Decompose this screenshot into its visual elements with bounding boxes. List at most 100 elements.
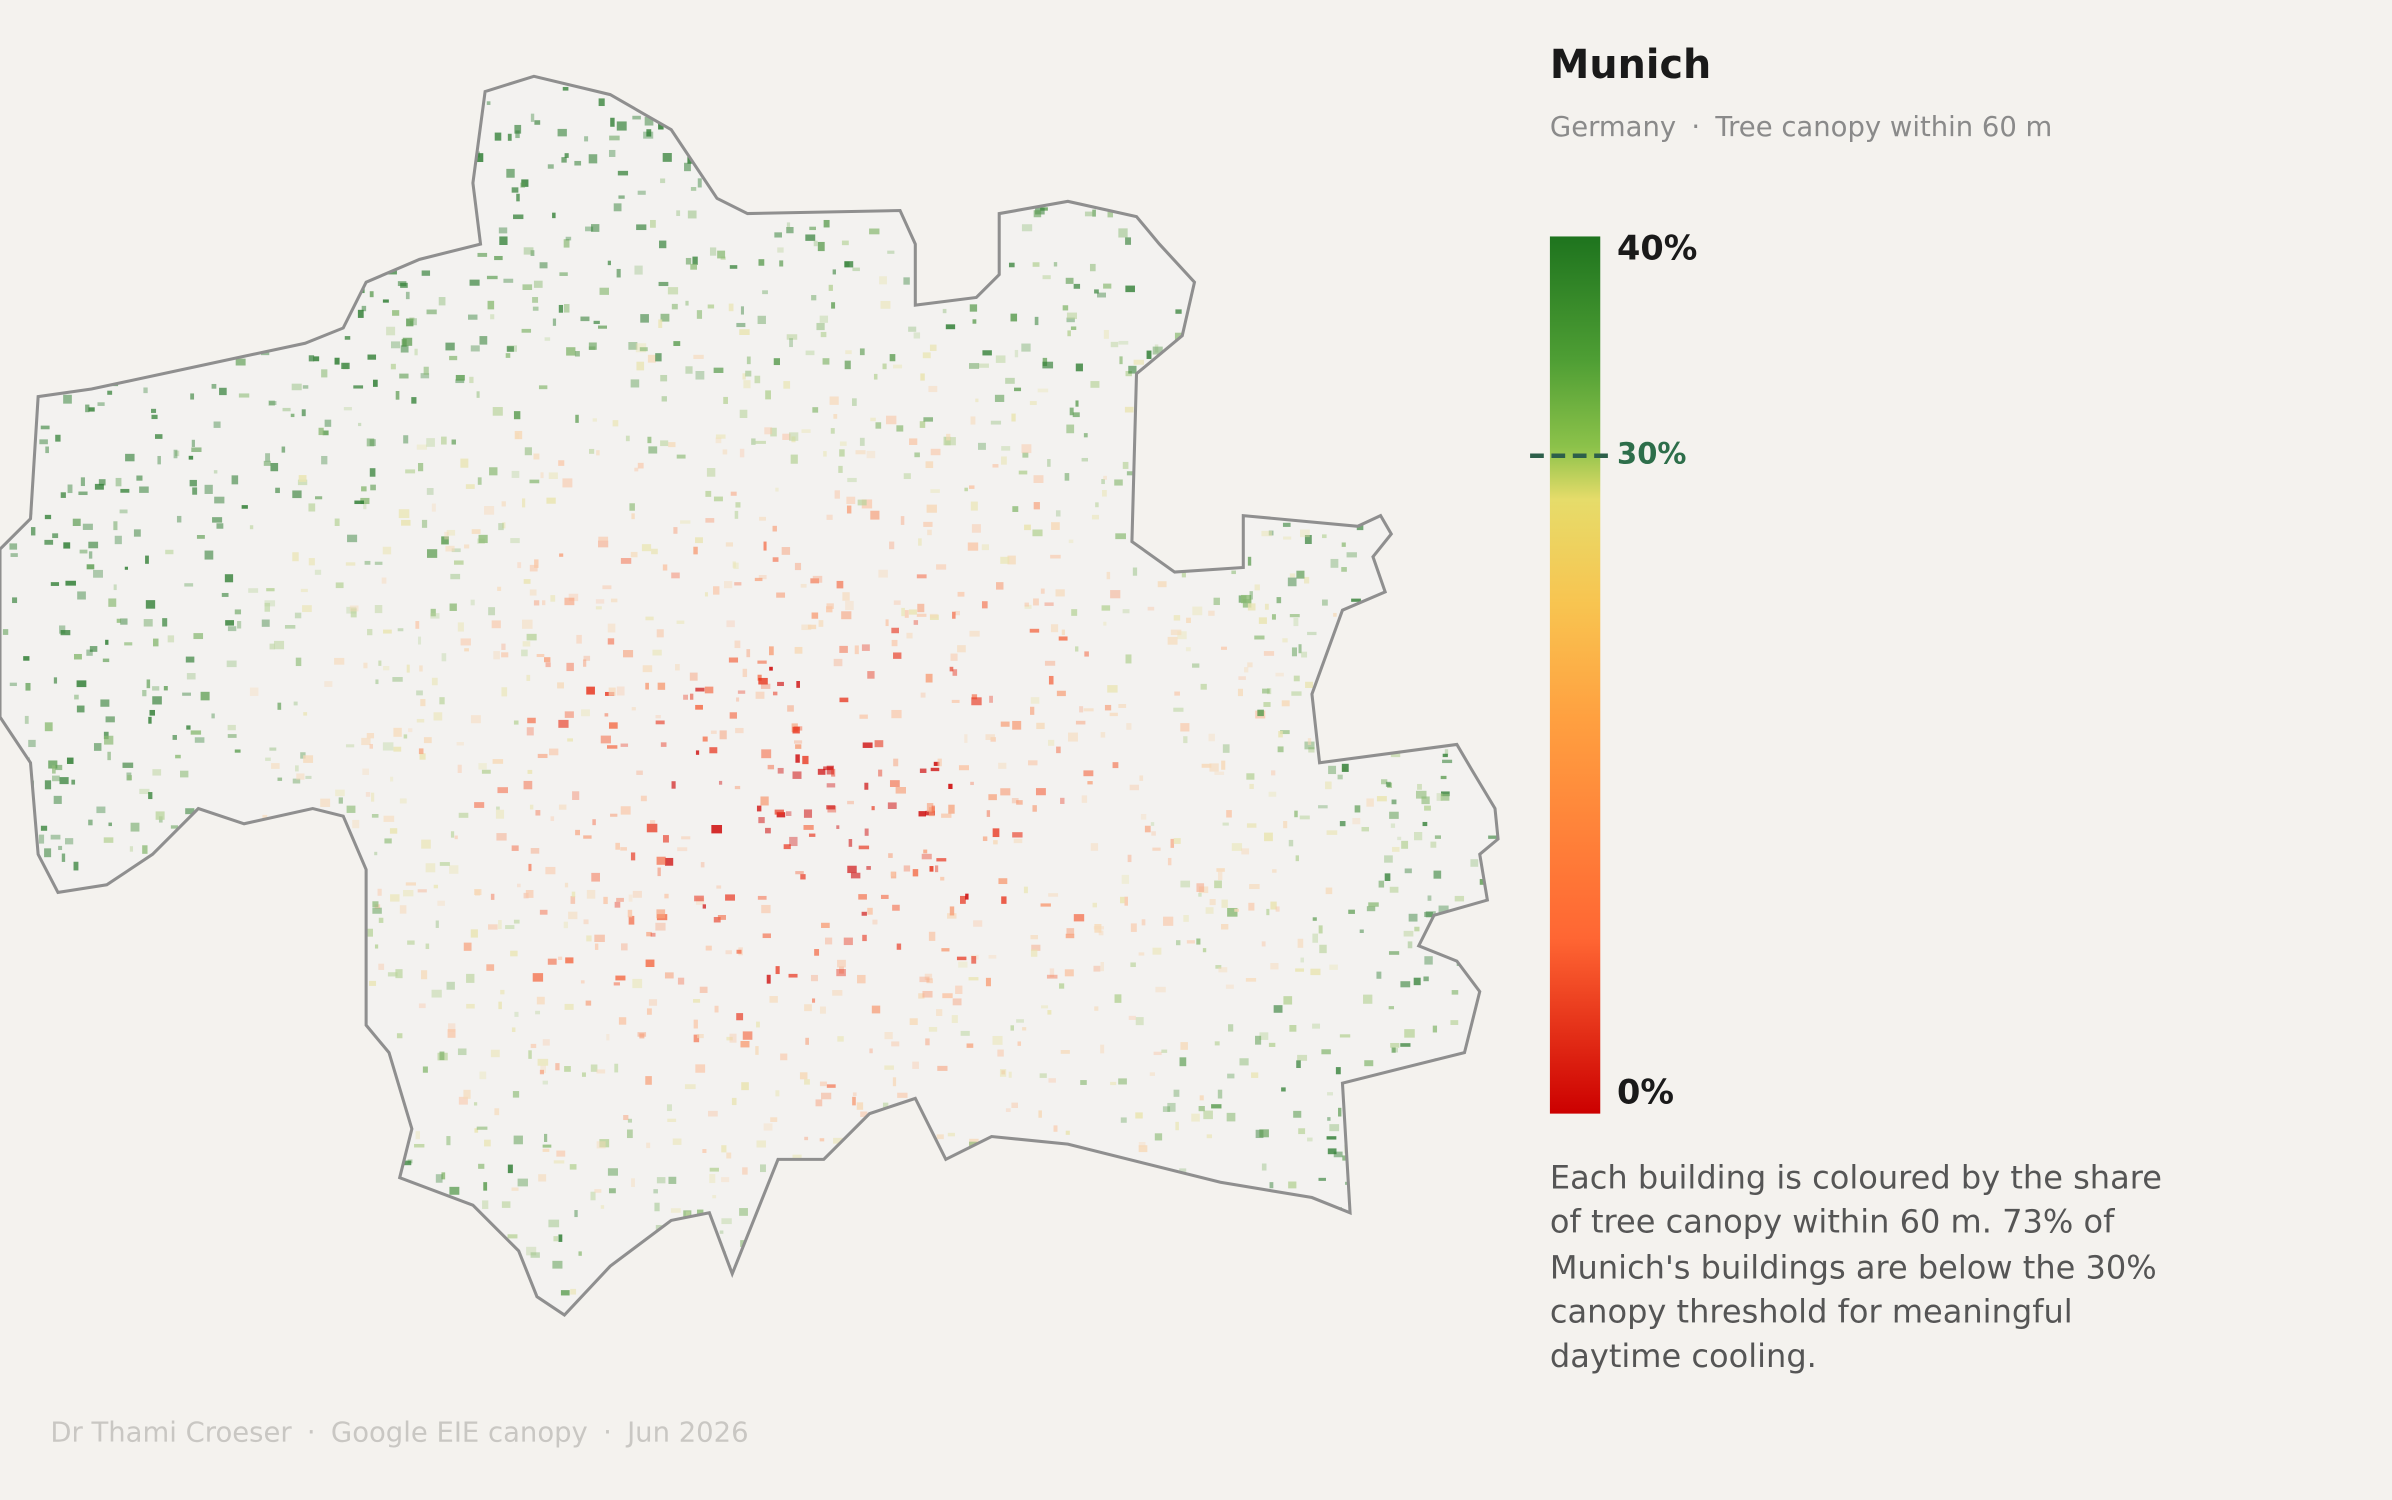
building-texture — [308, 558, 315, 566]
building-texture — [1065, 1130, 1070, 1135]
building-texture — [1066, 317, 1075, 323]
building-texture — [843, 937, 853, 946]
building-texture — [1007, 555, 1016, 565]
building-texture — [1032, 262, 1040, 267]
building-texture — [729, 265, 738, 269]
building-texture — [1016, 800, 1023, 805]
building-texture — [151, 408, 157, 413]
building-texture — [446, 981, 455, 990]
building-texture — [574, 160, 582, 166]
building-texture — [721, 1177, 730, 1183]
building-texture — [742, 668, 748, 678]
building-texture — [964, 734, 968, 743]
building-texture — [986, 810, 991, 817]
building-texture — [958, 961, 968, 968]
building-texture — [728, 657, 739, 663]
building-texture — [641, 544, 652, 552]
building-texture — [1364, 1060, 1374, 1067]
building-texture — [184, 583, 194, 587]
building-texture — [523, 247, 534, 255]
building-texture — [807, 624, 817, 630]
building-texture — [366, 733, 375, 739]
building-texture — [949, 666, 954, 672]
building-texture — [912, 869, 919, 877]
building-texture — [844, 360, 851, 370]
building-texture — [625, 435, 630, 442]
building-texture — [264, 600, 276, 607]
building-texture — [550, 595, 556, 602]
building-texture — [190, 730, 202, 735]
building-texture — [1066, 424, 1075, 434]
building-texture — [847, 477, 857, 483]
building-texture — [1103, 621, 1107, 626]
building-texture — [490, 893, 495, 900]
building-texture — [684, 162, 691, 172]
building-texture — [479, 336, 488, 345]
building-texture — [1186, 617, 1191, 624]
building-texture — [694, 895, 704, 902]
building-texture — [957, 645, 966, 653]
building-texture — [188, 455, 194, 460]
building-texture — [862, 742, 873, 748]
building-texture — [501, 1201, 511, 1208]
building-texture — [261, 619, 270, 627]
building-texture — [668, 1176, 677, 1184]
building-texture — [1209, 763, 1219, 772]
building-texture — [685, 366, 693, 374]
metric: Tree canopy within 60 m — [1715, 111, 2053, 144]
building-texture — [646, 1008, 652, 1015]
building-texture — [190, 393, 195, 400]
building-texture — [1413, 977, 1421, 986]
building-texture — [951, 1015, 958, 1024]
building-texture — [1029, 628, 1040, 633]
building-texture — [1327, 1117, 1331, 1121]
building-texture — [302, 605, 312, 613]
building-texture — [740, 1041, 750, 1048]
building-texture — [957, 591, 965, 597]
building-texture — [722, 449, 728, 455]
building-texture — [537, 1058, 549, 1066]
building-texture — [227, 626, 237, 632]
building-texture — [564, 1066, 571, 1072]
building-texture — [861, 499, 873, 509]
building-texture — [714, 1005, 719, 1013]
building-texture — [788, 973, 798, 978]
building-texture — [660, 440, 669, 447]
building-texture — [1098, 930, 1104, 936]
building-texture — [433, 884, 438, 889]
building-texture — [1022, 452, 1029, 458]
building-texture — [455, 374, 465, 381]
building-texture — [1289, 573, 1296, 578]
building-texture — [372, 379, 378, 387]
building-texture — [839, 441, 847, 446]
building-texture — [539, 909, 548, 915]
building-texture — [981, 601, 988, 609]
building-texture — [699, 986, 708, 993]
building-texture — [1438, 905, 1449, 915]
building-texture — [430, 608, 436, 617]
building-texture — [1339, 821, 1346, 827]
building-texture — [1064, 969, 1074, 977]
building-texture — [108, 598, 117, 607]
building-texture — [1388, 951, 1400, 955]
building-texture — [1318, 805, 1328, 809]
building-texture — [549, 748, 559, 756]
building-texture — [421, 839, 431, 849]
building-texture — [470, 599, 475, 606]
building-texture — [971, 694, 978, 700]
building-texture — [154, 434, 163, 439]
building-texture — [1283, 821, 1288, 829]
building-texture — [282, 407, 291, 412]
building-texture — [386, 326, 396, 336]
building-texture — [702, 904, 707, 909]
building-texture — [1249, 783, 1254, 789]
building-texture — [751, 438, 756, 445]
building-texture — [1167, 1102, 1176, 1112]
building-texture — [610, 117, 615, 127]
building-texture — [676, 620, 685, 624]
building-texture — [1146, 350, 1152, 359]
building-texture — [446, 1136, 451, 1146]
building-texture — [1301, 651, 1308, 658]
building-texture — [1325, 887, 1333, 895]
building-texture — [474, 1128, 479, 1133]
